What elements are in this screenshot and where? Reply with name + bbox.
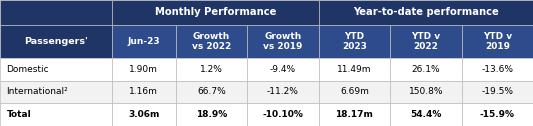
Bar — [112, 81, 176, 103]
Bar — [247, 25, 319, 58]
Text: 1.2%: 1.2% — [200, 65, 223, 74]
Text: YTD v
2019: YTD v 2019 — [483, 32, 512, 51]
Text: -19.5%: -19.5% — [481, 87, 513, 97]
Text: 18.9%: 18.9% — [196, 110, 227, 119]
Bar — [319, 58, 390, 81]
Text: Year-to-date performance: Year-to-date performance — [353, 7, 499, 17]
Bar — [247, 103, 319, 126]
Bar — [319, 81, 390, 103]
Text: Total: Total — [6, 110, 31, 119]
Bar — [0, 0, 112, 25]
Text: 150.8%: 150.8% — [408, 87, 443, 97]
Text: 1.16m: 1.16m — [130, 87, 158, 97]
Bar — [390, 58, 462, 81]
Bar — [112, 103, 176, 126]
Bar — [319, 103, 390, 126]
Text: -15.9%: -15.9% — [480, 110, 515, 119]
Bar — [247, 81, 319, 103]
Text: Growth
vs 2022: Growth vs 2022 — [192, 32, 231, 51]
Bar — [176, 25, 247, 58]
Bar — [0, 58, 112, 81]
Text: 66.7%: 66.7% — [197, 87, 226, 97]
Bar — [247, 58, 319, 81]
Bar — [462, 58, 533, 81]
Bar — [176, 81, 247, 103]
Bar — [462, 81, 533, 103]
Text: Monthly Performance: Monthly Performance — [155, 7, 276, 17]
Bar — [112, 25, 176, 58]
Bar — [0, 81, 112, 103]
Bar — [390, 81, 462, 103]
Text: Growth
vs 2019: Growth vs 2019 — [263, 32, 303, 51]
Bar — [176, 58, 247, 81]
Bar — [0, 25, 112, 58]
Text: 26.1%: 26.1% — [411, 65, 440, 74]
Text: -11.2%: -11.2% — [267, 87, 299, 97]
Bar — [390, 103, 462, 126]
Text: -10.10%: -10.10% — [262, 110, 303, 119]
Text: -13.6%: -13.6% — [481, 65, 513, 74]
Bar — [462, 103, 533, 126]
Bar — [112, 0, 319, 25]
Text: YTD
2023: YTD 2023 — [342, 32, 367, 51]
Text: 18.17m: 18.17m — [335, 110, 373, 119]
Text: Jun-23: Jun-23 — [127, 37, 160, 46]
Text: 11.49m: 11.49m — [337, 65, 372, 74]
Text: International²: International² — [6, 87, 68, 97]
Bar — [319, 0, 533, 25]
Text: 6.69m: 6.69m — [340, 87, 369, 97]
Bar — [176, 103, 247, 126]
Text: Domestic: Domestic — [6, 65, 49, 74]
Bar — [112, 58, 176, 81]
Bar — [319, 25, 390, 58]
Text: 54.4%: 54.4% — [410, 110, 441, 119]
Bar — [390, 25, 462, 58]
Text: Passengers': Passengers' — [24, 37, 88, 46]
Text: 3.06m: 3.06m — [128, 110, 159, 119]
Text: 1.90m: 1.90m — [130, 65, 158, 74]
Bar — [0, 103, 112, 126]
Text: -9.4%: -9.4% — [270, 65, 296, 74]
Bar — [462, 25, 533, 58]
Text: YTD v
2022: YTD v 2022 — [411, 32, 440, 51]
